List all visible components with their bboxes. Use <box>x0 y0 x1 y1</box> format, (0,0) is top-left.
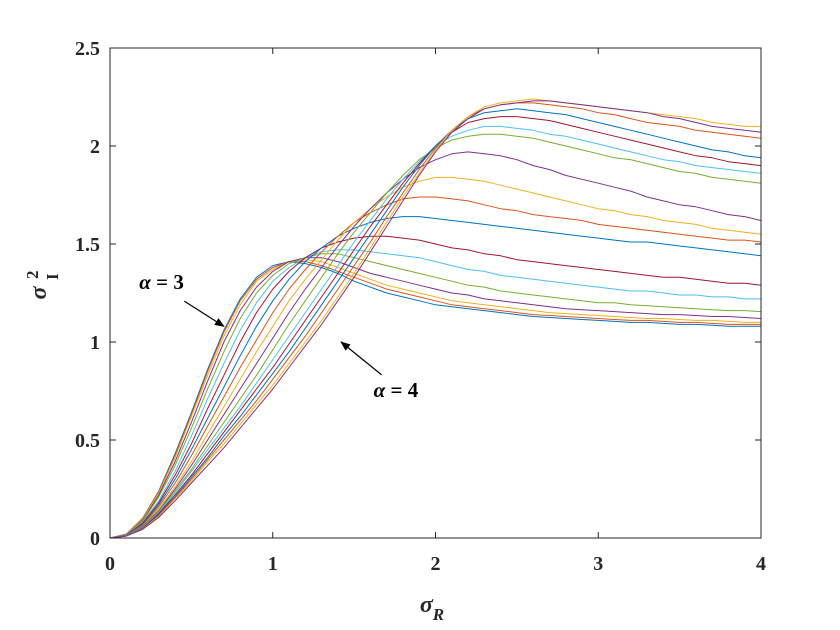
x-axis-symbol: σ <box>420 592 434 618</box>
y-tick-label: 0.5 <box>75 430 100 452</box>
y-tick-label: 1.5 <box>75 234 100 256</box>
x-tick-label: 4 <box>756 553 766 575</box>
series-line <box>110 261 761 538</box>
x-axis-subscript: R <box>432 605 444 624</box>
series-line <box>110 133 761 538</box>
y-tick-label: 0 <box>90 528 100 550</box>
series-line <box>110 261 761 538</box>
svg-text:σ: σ <box>26 285 52 299</box>
series-line <box>110 253 761 538</box>
series-line <box>110 108 761 538</box>
series-line <box>110 216 761 538</box>
annotation-arrow <box>183 300 225 327</box>
y-axis-superscript: 2 <box>23 271 42 280</box>
series-line <box>110 196 761 538</box>
annotation-label: α = 4 <box>374 378 419 402</box>
y-tick-label: 1 <box>90 332 100 354</box>
y-axis-subscript: I <box>43 273 62 280</box>
series-line <box>110 98 761 538</box>
series-line <box>110 259 761 538</box>
series-line <box>110 257 761 538</box>
x-axis-ticks: 0 1 2 3 4 <box>105 48 766 575</box>
series-group <box>110 98 761 538</box>
y-axis-ticks: 0 0.5 1 1.5 2 2.5 <box>75 38 761 550</box>
series-line <box>110 249 761 538</box>
annotation-label: α = 3 <box>139 270 184 294</box>
x-tick-label: 1 <box>268 553 278 575</box>
annotation-arrow <box>340 341 383 376</box>
series-line <box>110 176 761 538</box>
x-axis-label: σR <box>420 592 444 624</box>
x-tick-label: 3 <box>593 553 603 575</box>
y-tick-label: 2 <box>90 136 100 158</box>
y-axis-symbol: σ <box>26 285 52 299</box>
y-axis-label: σ 2 I <box>23 271 62 300</box>
series-line <box>110 102 761 538</box>
series-line <box>110 100 761 538</box>
series-line <box>110 125 761 538</box>
x-tick-label: 0 <box>105 553 115 575</box>
series-line <box>110 235 761 538</box>
x-tick-label: 2 <box>431 553 441 575</box>
series-line <box>110 151 761 538</box>
series-line <box>110 116 761 538</box>
annotations: α = 3 α = 4 <box>139 270 418 402</box>
y-tick-label: 2.5 <box>75 38 100 60</box>
